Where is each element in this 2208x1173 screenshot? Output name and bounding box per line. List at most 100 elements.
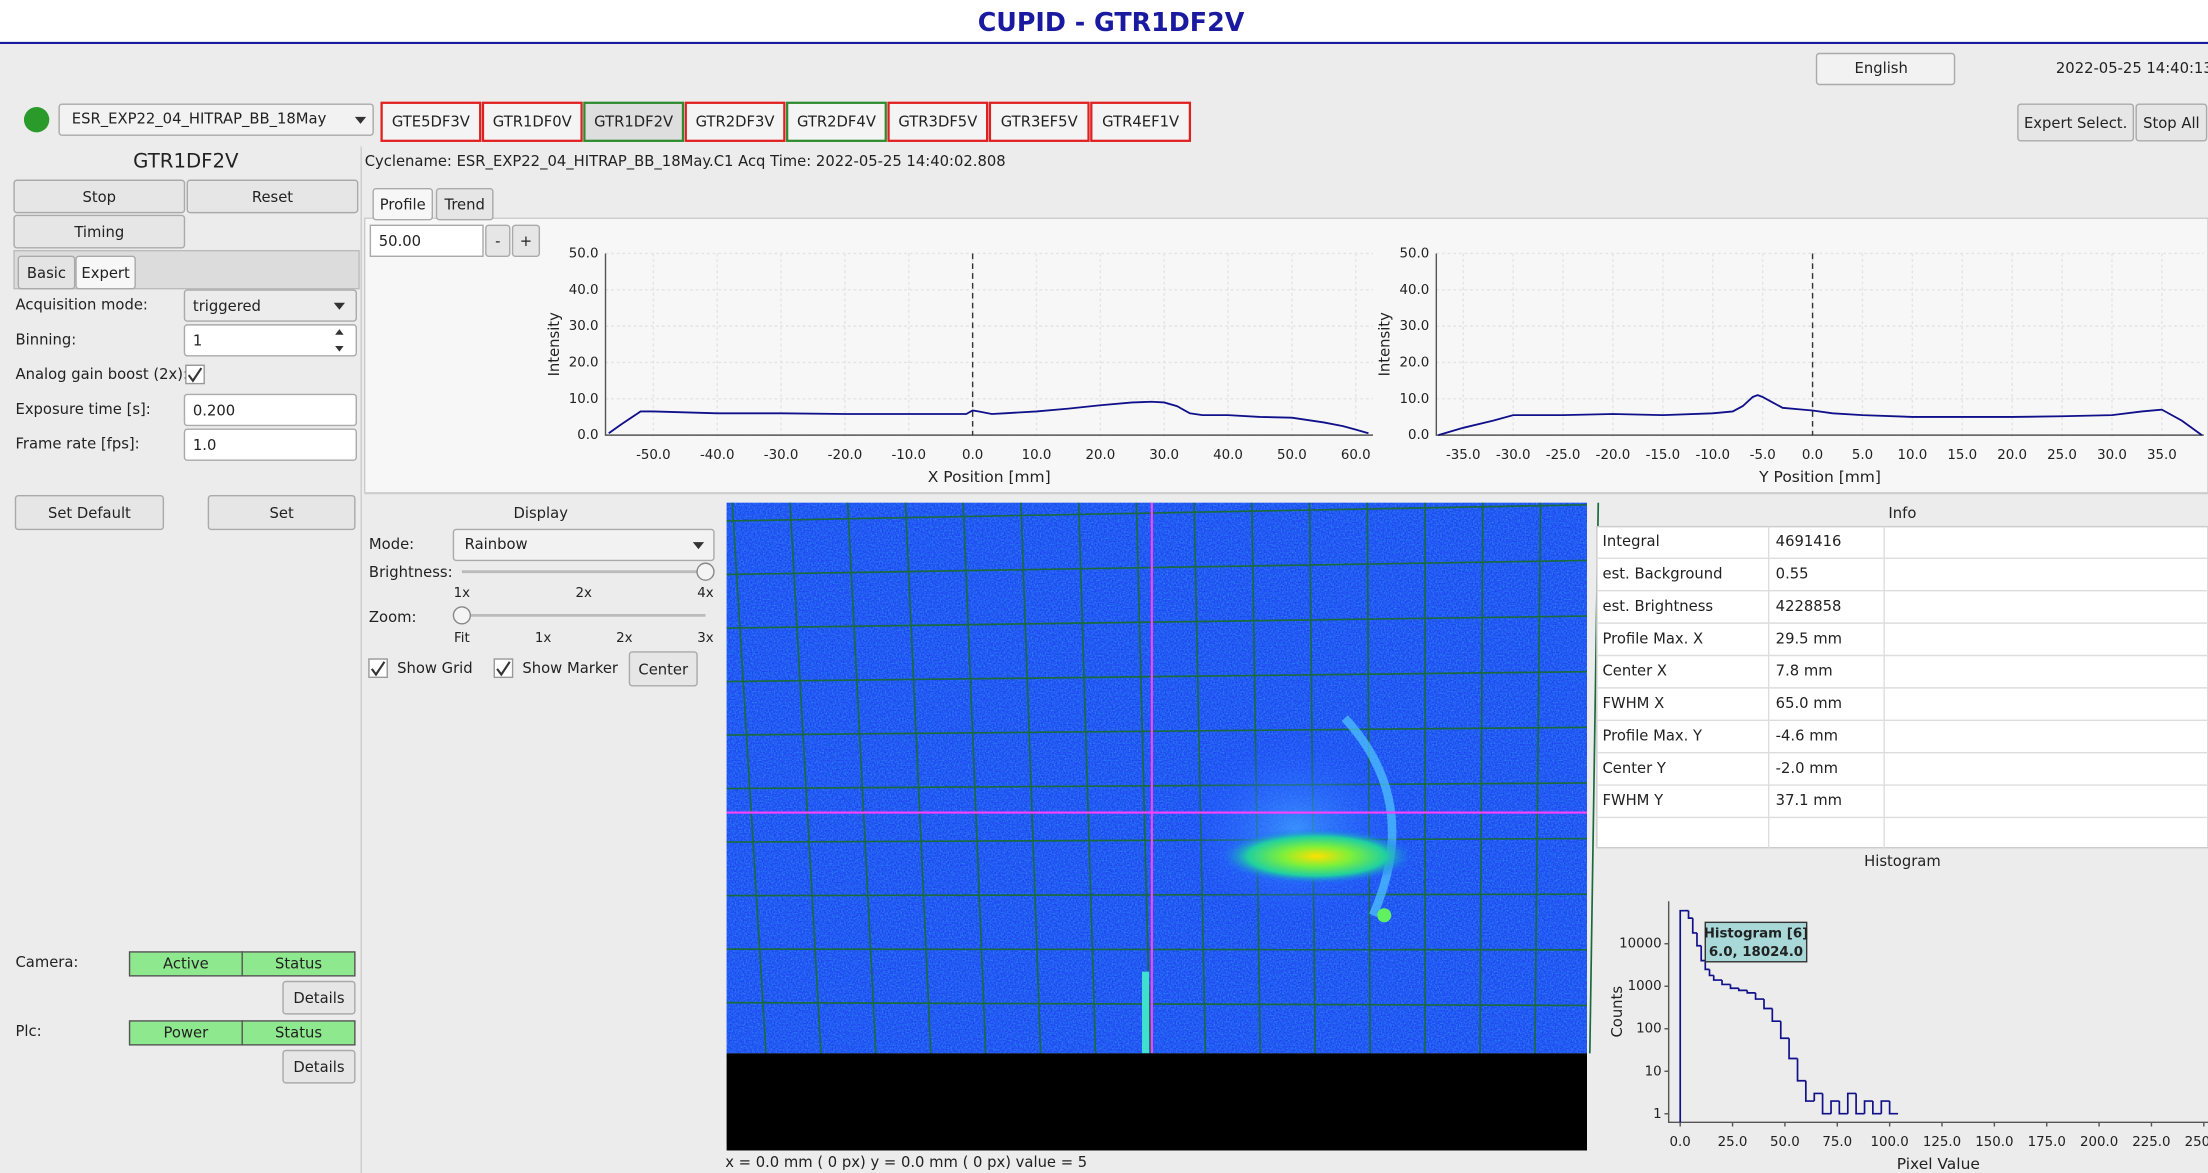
histogram-step <box>1814 1093 1822 1101</box>
info-key: Profile Max. Y <box>1602 727 1703 744</box>
tooltip-title: Histogram [6] <box>1704 927 1809 942</box>
info-key: FWHM X <box>1602 695 1664 712</box>
x-tick-label: -20.0 <box>1596 448 1631 463</box>
camera-noise <box>727 503 1587 1054</box>
histogram-step <box>1772 1009 1780 1022</box>
device-label: GTR1DF0V <box>493 114 572 131</box>
y-tick-label: 10 <box>1645 1064 1662 1079</box>
x-tick-label: 125.0 <box>1923 1135 1961 1150</box>
field-value: 1.0 <box>193 437 216 454</box>
x-tick-label: 0.0 <box>962 448 983 463</box>
info-key: Profile Max. X <box>1602 630 1703 647</box>
y-tick-label: 0.0 <box>577 428 598 443</box>
reset-button-label: Reset <box>252 189 293 206</box>
status-text: Status <box>275 1025 322 1042</box>
histogram-step <box>1756 993 1764 999</box>
field-value: 0.200 <box>193 402 235 419</box>
y-tick-label: 10.0 <box>569 392 599 407</box>
x-tick-label: -40.0 <box>700 448 735 463</box>
field-input[interactable] <box>184 325 356 356</box>
brightness-tick: 2x <box>575 586 591 601</box>
x-tick-label: -10.0 <box>1695 448 1730 463</box>
x-tick-label: 35.0 <box>2147 448 2177 463</box>
field-checkbox[interactable] <box>186 365 204 383</box>
x-tick-label: -35.0 <box>1446 448 1481 463</box>
histogram-step <box>1693 918 1697 933</box>
histogram-step <box>1823 1093 1831 1113</box>
display-checkbox[interactable] <box>494 659 512 677</box>
lower-divider <box>365 493 2208 494</box>
info-value: 65.0 mm <box>1776 695 1842 712</box>
x-tick-label: -25.0 <box>1546 448 1581 463</box>
x-tick-label: 225.0 <box>2132 1135 2170 1150</box>
x-tick-label: 200.0 <box>2080 1135 2118 1150</box>
x-tick-label: 5.0 <box>1852 448 1873 463</box>
x-axis-label: X Position [mm] <box>928 468 1051 486</box>
refresh-icon[interactable] <box>24 107 49 132</box>
y-tick-label: 20.0 <box>1400 355 1430 370</box>
histogram-step <box>1798 1059 1806 1081</box>
y-tick-label: 20.0 <box>569 355 599 370</box>
x-tick-label: -50.0 <box>636 448 671 463</box>
x-tick-label: 0.0 <box>1802 448 1823 463</box>
field-label: Frame rate [fps]: <box>15 436 139 453</box>
beam-streak <box>1142 972 1149 1054</box>
language: English <box>1855 60 1908 77</box>
x-tick-label: 30.0 <box>2097 448 2127 463</box>
scale-plus-label: + <box>520 233 532 250</box>
device-label: GTR4EF1V <box>1102 114 1179 131</box>
image-padding <box>727 1053 1587 1150</box>
display-title: Display <box>514 505 569 522</box>
x-tick-label: 10.0 <box>1022 448 1052 463</box>
zoom-tick: 3x <box>697 631 713 646</box>
profile-tab-label: Profile <box>380 197 426 214</box>
chart-title: Histogram <box>1864 853 1941 870</box>
mode-label: Mode: <box>369 536 414 553</box>
field-value: 1 <box>193 333 202 350</box>
expert-tab-label: Expert <box>81 265 130 282</box>
x-axis-label: Y Position [mm] <box>1758 468 1881 486</box>
x-tick-label: 15.0 <box>1947 448 1977 463</box>
left-panel-divider <box>360 146 361 1173</box>
app-title: CUPID - GTR1DF2V <box>978 7 1245 37</box>
status-text: Status <box>275 956 322 973</box>
x-tick-label: 100.0 <box>1871 1135 1909 1150</box>
x-tick-label: 30.0 <box>1149 448 1179 463</box>
scale-value: 50.00 <box>379 233 421 250</box>
zoom-label: Zoom: <box>369 609 417 626</box>
device-label: GTR2DF4V <box>797 114 876 131</box>
mode-value: Rainbow <box>465 536 528 553</box>
y-tick-label: 30.0 <box>569 319 599 334</box>
y-tick-label: 50.0 <box>1400 246 1430 261</box>
trend-tab-label: Trend <box>443 197 484 214</box>
tooltip-text: 6.0, 18024.0 <box>1709 945 1803 960</box>
zoom-tick: 2x <box>616 631 632 646</box>
x-tick-label: 50.0 <box>1277 448 1307 463</box>
cycle-name: ESR_EXP22_04_HITRAP_BB_18May <box>72 111 327 128</box>
stop-button-label: Stop <box>82 189 116 206</box>
display-checkbox[interactable] <box>369 659 387 677</box>
details-button-label: Details <box>293 990 344 1007</box>
status-text: Active <box>163 956 209 973</box>
histogram-step <box>1714 975 1722 980</box>
app-window: CUPID - GTR1DF2V English2022-05-25 14:40… <box>0 0 2208 1173</box>
field-label: Acquisition mode: <box>15 297 147 314</box>
y-tick-label: 50.0 <box>569 246 599 261</box>
device-label: GTE5DF3V <box>392 114 470 131</box>
x-tick-label: 20.0 <box>1997 448 2027 463</box>
y-axis-label: Intensity <box>546 312 563 377</box>
x-tick-label: 175.0 <box>2028 1135 2066 1150</box>
histogram-step <box>1881 1101 1889 1114</box>
status-label: Camera: <box>15 954 78 971</box>
brightness-knob[interactable] <box>697 563 714 580</box>
histogram-step <box>1710 969 1714 975</box>
info-title: Info <box>1888 505 1916 522</box>
zoom-knob[interactable] <box>453 607 470 624</box>
display-check-label: Show Grid <box>397 660 473 677</box>
info-value: 37.1 mm <box>1776 792 1842 809</box>
zoom-tick: 1x <box>535 631 551 646</box>
scale-minus-label: - <box>495 233 500 250</box>
brightness-tick: 4x <box>697 586 713 601</box>
histogram-step <box>1789 1038 1797 1058</box>
histogram-step <box>1764 999 1772 1008</box>
